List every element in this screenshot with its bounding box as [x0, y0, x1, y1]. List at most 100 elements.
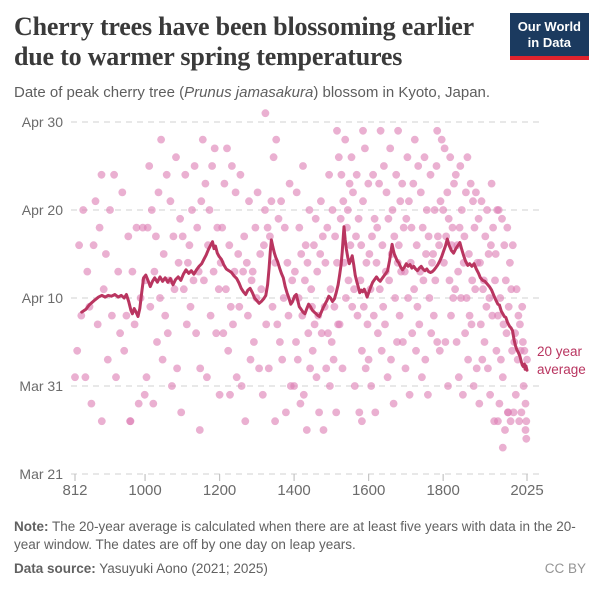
scatter-point [352, 232, 360, 241]
scatter-point [393, 338, 401, 346]
scatter-point [368, 232, 376, 241]
scatter-point [108, 311, 116, 320]
scatter-point [299, 162, 307, 170]
scatter-point [143, 223, 152, 232]
scatter-point [248, 267, 257, 276]
x-tick-label: 1600 [352, 482, 385, 499]
scatter-point [503, 223, 512, 232]
scatter-point [323, 223, 332, 232]
scatter-point [384, 214, 393, 223]
scatter-point [478, 355, 487, 364]
scatter-point [302, 426, 311, 434]
scatter-point [457, 206, 466, 214]
scatter-point [345, 179, 354, 188]
scatter-point [87, 399, 96, 408]
scatter-point [471, 285, 480, 294]
scatter-point [301, 241, 310, 250]
scatter-point [201, 179, 210, 188]
average-line-label: average [537, 362, 586, 377]
scatter-point [435, 241, 443, 250]
scatter-point [379, 302, 388, 311]
scatter-point [206, 311, 215, 320]
scatter-point [373, 223, 382, 232]
scatter-point [359, 126, 367, 135]
scatter-point [518, 302, 527, 311]
scatter-point [110, 170, 118, 179]
scatter-point [338, 364, 347, 373]
y-tick-label: Mar 21 [19, 466, 63, 482]
scatter-point [415, 320, 424, 329]
scatter-point [508, 241, 517, 250]
scatter-point [224, 346, 233, 355]
scatter-point [519, 382, 528, 390]
scatter-point [293, 355, 302, 364]
scatter-point [341, 135, 350, 144]
scatter-point [210, 144, 219, 153]
scatter-point [424, 232, 433, 241]
scatter-point [212, 329, 221, 338]
scatter-point [462, 294, 471, 302]
scatter-point [509, 408, 518, 417]
scatter-point [257, 285, 266, 294]
scatter-point [147, 206, 156, 214]
scatter-point [146, 302, 155, 311]
scatter-point [83, 267, 92, 276]
scatter-point [425, 294, 434, 302]
x-tick-label: 812 [62, 482, 87, 499]
scatter-point [197, 197, 206, 206]
subtitle-species: Prunus jamasakura [184, 84, 314, 101]
scatter-point [266, 232, 274, 241]
scatter-point [324, 329, 332, 338]
scatter-point [424, 390, 432, 399]
scatter-point [305, 206, 314, 214]
scatter-point [318, 232, 327, 241]
chart-note: Note: The 20-year average is calculated … [14, 518, 590, 554]
scatter-point [433, 338, 442, 346]
scatter-point [158, 355, 167, 364]
scatter-point [232, 373, 241, 382]
scatter-point [466, 179, 475, 188]
scatter-point [244, 311, 252, 320]
scatter-point [498, 443, 507, 452]
scatter-point [301, 276, 309, 285]
scatter-point [412, 241, 421, 250]
scatter-point [307, 285, 316, 294]
scatter-point [405, 390, 414, 399]
page-title: Cherry trees have been blossoming earlie… [14, 12, 474, 72]
scatter-point [128, 267, 137, 276]
scatter-point [114, 267, 123, 276]
scatter-point [296, 399, 305, 408]
scatter-point [494, 206, 503, 214]
scatter-point [346, 241, 355, 250]
scatter-point [325, 170, 333, 179]
scatter-point [521, 399, 530, 408]
scatter-point [193, 223, 202, 232]
scatter-point [422, 206, 431, 214]
scatter-point [401, 364, 410, 373]
scatter-point [459, 390, 467, 399]
scatter-point [310, 241, 318, 250]
scatter-point [349, 188, 357, 197]
scatter-point [445, 276, 454, 285]
scatter-point [404, 294, 412, 302]
scatter-point [317, 197, 325, 206]
scatter-point [145, 162, 154, 170]
scatter-point [500, 241, 509, 250]
scatter-point [205, 206, 214, 214]
scatter-point [335, 320, 344, 329]
scatter-point [362, 258, 371, 267]
scatter-point [112, 373, 120, 382]
scatter-point [361, 144, 369, 153]
data-source-text: Yasuyuki Aono (2021; 2025) [95, 561, 268, 576]
scatter-point [279, 294, 288, 302]
scatter-point [377, 346, 386, 355]
scatter-point [497, 355, 505, 364]
scatter-point [75, 241, 83, 250]
scatter-point [358, 346, 366, 355]
scatter-point [387, 355, 395, 364]
scatter-point [130, 320, 139, 329]
scatter-point [242, 258, 251, 267]
scatter-point [268, 302, 277, 311]
scatter-point [371, 408, 380, 417]
scatter-point [447, 311, 455, 320]
